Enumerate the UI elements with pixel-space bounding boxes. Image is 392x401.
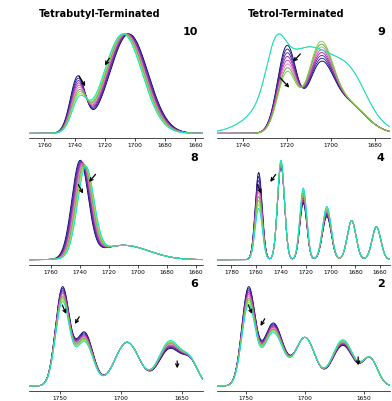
Text: 2: 2: [377, 279, 385, 290]
X-axis label: Wavenumber / cm⁻¹: Wavenumber / cm⁻¹: [84, 150, 148, 155]
Text: Tetrabutyl-Terminated: Tetrabutyl-Terminated: [39, 9, 161, 19]
Text: 10: 10: [182, 27, 198, 37]
Text: 8: 8: [190, 153, 198, 163]
Text: 9: 9: [377, 27, 385, 37]
Text: Tetrol-Terminated: Tetrol-Terminated: [248, 9, 344, 19]
X-axis label: Wavenumber / cm⁻¹: Wavenumber / cm⁻¹: [272, 150, 335, 155]
Text: 4: 4: [377, 153, 385, 163]
Text: 6: 6: [190, 279, 198, 290]
X-axis label: Wavenumber / cm⁻¹: Wavenumber / cm⁻¹: [272, 276, 335, 282]
X-axis label: Wavenumber / cm⁻¹: Wavenumber / cm⁻¹: [84, 276, 148, 282]
